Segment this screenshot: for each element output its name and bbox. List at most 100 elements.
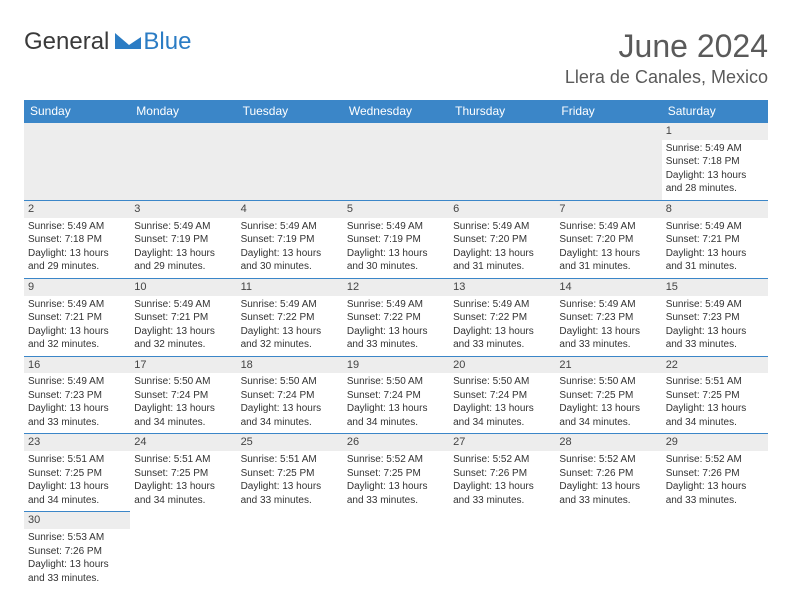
header-row: Sunday Monday Tuesday Wednesday Thursday… [24,100,768,123]
day-number: 13 [449,279,555,296]
brand-logo: General Blue [24,28,191,56]
day-detail: Sunset: 7:20 PM [559,233,657,247]
week-row: 1Sunrise: 5:49 AMSunset: 7:18 PMDaylight… [24,123,768,201]
day-detail: and 32 minutes. [241,338,339,352]
day-detail: and 30 minutes. [347,260,445,274]
day-detail: Sunset: 7:25 PM [28,467,126,481]
day-cell: 1Sunrise: 5:49 AMSunset: 7:18 PMDaylight… [662,123,768,201]
col-fri: Friday [555,100,661,123]
day-cell [24,123,130,201]
day-detail: Daylight: 13 hours [134,247,232,261]
day-detail: and 29 minutes. [134,260,232,274]
day-detail: and 31 minutes. [453,260,551,274]
day-number: 15 [662,279,768,296]
day-detail: Sunrise: 5:50 AM [347,375,445,389]
day-cell: 7Sunrise: 5:49 AMSunset: 7:20 PMDaylight… [555,200,661,278]
day-number: 6 [449,201,555,218]
day-detail: Sunset: 7:20 PM [453,233,551,247]
col-mon: Monday [130,100,236,123]
col-thu: Thursday [449,100,555,123]
day-detail: Daylight: 13 hours [347,325,445,339]
day-detail: Sunrise: 5:52 AM [347,453,445,467]
week-row: 9Sunrise: 5:49 AMSunset: 7:21 PMDaylight… [24,278,768,356]
day-detail: Daylight: 13 hours [134,402,232,416]
day-cell: 4Sunrise: 5:49 AMSunset: 7:19 PMDaylight… [237,200,343,278]
day-detail: and 33 minutes. [28,416,126,430]
day-number: 24 [130,434,236,451]
day-detail: Sunrise: 5:49 AM [666,298,764,312]
day-detail: and 33 minutes. [559,338,657,352]
day-detail: Sunrise: 5:52 AM [666,453,764,467]
day-cell: 29Sunrise: 5:52 AMSunset: 7:26 PMDayligh… [662,434,768,512]
day-cell: 11Sunrise: 5:49 AMSunset: 7:22 PMDayligh… [237,278,343,356]
day-detail: Daylight: 13 hours [28,402,126,416]
col-tue: Tuesday [237,100,343,123]
day-cell [130,123,236,201]
day-detail: Sunrise: 5:49 AM [347,220,445,234]
day-cell [130,512,236,589]
day-detail: and 33 minutes. [347,338,445,352]
day-detail: Sunrise: 5:52 AM [559,453,657,467]
day-cell: 5Sunrise: 5:49 AMSunset: 7:19 PMDaylight… [343,200,449,278]
day-detail: Sunset: 7:24 PM [241,389,339,403]
day-detail: Sunset: 7:26 PM [453,467,551,481]
day-detail: Daylight: 13 hours [241,325,339,339]
day-cell: 26Sunrise: 5:52 AMSunset: 7:25 PMDayligh… [343,434,449,512]
week-row: 23Sunrise: 5:51 AMSunset: 7:25 PMDayligh… [24,434,768,512]
day-detail: Daylight: 13 hours [559,402,657,416]
day-detail: and 28 minutes. [666,182,764,196]
day-detail: Sunset: 7:23 PM [666,311,764,325]
day-detail: Daylight: 13 hours [453,325,551,339]
day-number: 1 [662,123,768,140]
day-detail: Sunset: 7:25 PM [666,389,764,403]
day-detail: and 33 minutes. [347,494,445,508]
day-cell [449,123,555,201]
week-row: 16Sunrise: 5:49 AMSunset: 7:23 PMDayligh… [24,356,768,434]
day-detail: Sunset: 7:24 PM [134,389,232,403]
day-detail: Sunset: 7:24 PM [453,389,551,403]
day-detail: Sunrise: 5:51 AM [241,453,339,467]
day-detail: Sunrise: 5:49 AM [241,298,339,312]
day-detail: Daylight: 13 hours [28,325,126,339]
day-cell: 21Sunrise: 5:50 AMSunset: 7:25 PMDayligh… [555,356,661,434]
day-cell: 9Sunrise: 5:49 AMSunset: 7:21 PMDaylight… [24,278,130,356]
day-detail: Sunrise: 5:49 AM [28,375,126,389]
day-detail: Sunrise: 5:51 AM [134,453,232,467]
day-detail: and 33 minutes. [453,494,551,508]
day-cell [662,512,768,589]
day-cell: 14Sunrise: 5:49 AMSunset: 7:23 PMDayligh… [555,278,661,356]
day-detail: Sunset: 7:18 PM [28,233,126,247]
day-cell: 6Sunrise: 5:49 AMSunset: 7:20 PMDaylight… [449,200,555,278]
day-detail: Daylight: 13 hours [347,480,445,494]
day-cell: 12Sunrise: 5:49 AMSunset: 7:22 PMDayligh… [343,278,449,356]
day-detail: Daylight: 13 hours [28,558,126,572]
day-detail: Sunrise: 5:51 AM [666,375,764,389]
month-title: June 2024 [565,28,768,65]
day-detail: Sunset: 7:21 PM [134,311,232,325]
day-cell: 16Sunrise: 5:49 AMSunset: 7:23 PMDayligh… [24,356,130,434]
day-cell: 27Sunrise: 5:52 AMSunset: 7:26 PMDayligh… [449,434,555,512]
day-detail: Sunset: 7:26 PM [559,467,657,481]
day-detail: Daylight: 13 hours [453,247,551,261]
day-detail: Daylight: 13 hours [559,247,657,261]
day-cell: 20Sunrise: 5:50 AMSunset: 7:24 PMDayligh… [449,356,555,434]
day-detail: Sunrise: 5:50 AM [241,375,339,389]
day-number: 2 [24,201,130,218]
title-block: June 2024 Llera de Canales, Mexico [565,28,768,88]
day-detail: Sunrise: 5:53 AM [28,531,126,545]
day-cell: 3Sunrise: 5:49 AMSunset: 7:19 PMDaylight… [130,200,236,278]
day-cell: 30Sunrise: 5:53 AMSunset: 7:26 PMDayligh… [24,512,130,589]
day-detail: Sunrise: 5:49 AM [347,298,445,312]
day-detail: Sunrise: 5:49 AM [134,298,232,312]
day-cell: 19Sunrise: 5:50 AMSunset: 7:24 PMDayligh… [343,356,449,434]
day-number: 16 [24,357,130,374]
day-detail: and 30 minutes. [241,260,339,274]
day-detail: Daylight: 13 hours [241,247,339,261]
day-detail: and 31 minutes. [666,260,764,274]
day-detail: Sunrise: 5:49 AM [666,142,764,156]
day-cell [555,123,661,201]
day-cell: 22Sunrise: 5:51 AMSunset: 7:25 PMDayligh… [662,356,768,434]
day-detail: Sunrise: 5:49 AM [241,220,339,234]
day-cell: 13Sunrise: 5:49 AMSunset: 7:22 PMDayligh… [449,278,555,356]
day-number: 9 [24,279,130,296]
